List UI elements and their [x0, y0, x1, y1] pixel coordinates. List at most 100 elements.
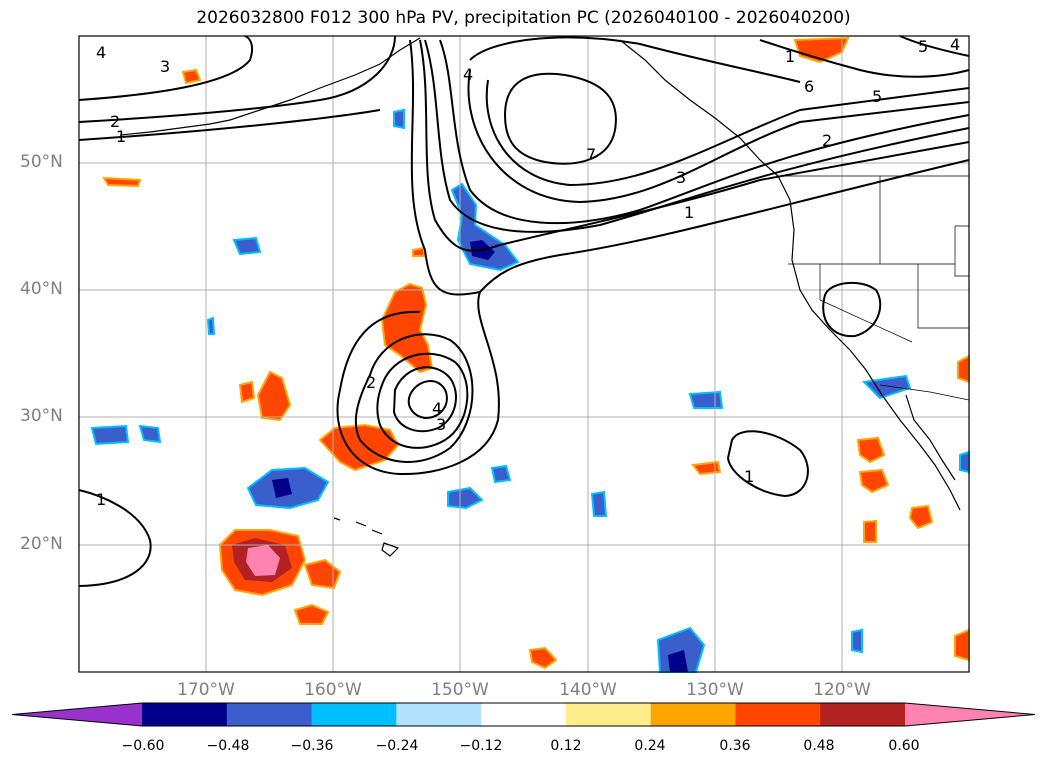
contour-label: 3 — [676, 168, 686, 187]
colorbar-segment — [820, 703, 906, 726]
colorbar-segment — [311, 703, 397, 726]
precip-blob — [412, 246, 425, 257]
lat-label-20n: 20°N — [20, 534, 63, 554]
precip-negative-areas — [90, 108, 970, 673]
contour-label: 2 — [366, 373, 376, 392]
pv-contour-7 — [503, 72, 617, 165]
contour-label: 3 — [160, 57, 170, 76]
pv-contour-sw — [78, 489, 152, 587]
west-coast — [777, 175, 961, 511]
contour-label: 4 — [432, 399, 442, 418]
precip-blob — [246, 545, 280, 576]
pv-contour-3-low — [376, 352, 469, 449]
precip-blob — [668, 650, 688, 672]
pv-contour-ca — [822, 281, 882, 338]
colorbar-tick-label: −0.12 — [459, 738, 503, 754]
colorbar-extend-low — [12, 703, 142, 726]
precip-positive-areas — [102, 36, 970, 670]
precip-blob — [138, 424, 162, 444]
colorbar-tick-label: −0.24 — [375, 738, 419, 754]
pv-contour-4 — [439, 39, 970, 225]
colorbar-tick-label: −0.36 — [290, 738, 334, 754]
baja-coast — [905, 394, 956, 481]
precip-blob — [447, 486, 484, 510]
lat-label-50n: 50°N — [20, 152, 63, 172]
colorbar-segment — [481, 703, 567, 726]
graticule — [79, 36, 969, 672]
lon-label-160w: 160°W — [304, 680, 362, 700]
lat-label-30n: 30°N — [20, 406, 63, 426]
pv-contour-nw3 — [78, 109, 381, 141]
pv-contour-ne — [759, 39, 970, 78]
state-border — [819, 264, 913, 343]
colorbar-tick-label: 0.12 — [550, 738, 582, 754]
pv-contour-2 — [419, 39, 970, 252]
precip-blob — [293, 603, 330, 625]
contour-label: 1 — [744, 467, 754, 486]
contour-label: 5 — [872, 87, 882, 106]
contour-labels: 4 3 2 1 4 7 6 5 5 2 3 1 2 4 3 1 1 1 4 — [96, 35, 960, 509]
political-borders — [778, 175, 970, 401]
pv-contours — [78, 35, 970, 587]
colorbar-segment — [735, 703, 821, 726]
precip-blob — [908, 504, 934, 530]
precip-blob — [450, 182, 520, 272]
pv-contour-ne2 — [899, 35, 970, 57]
contour-label: 4 — [950, 35, 960, 54]
colorbar-segment — [565, 703, 652, 726]
lon-label-120w: 120°W — [813, 680, 871, 700]
colorbar-segments — [11, 702, 1036, 727]
colorbar-segment — [396, 703, 482, 726]
map-plot: 4 3 2 1 4 7 6 5 5 2 3 1 2 4 3 1 1 1 4 — [78, 35, 970, 673]
contour-label: 1 — [785, 47, 795, 66]
state-border — [917, 264, 969, 329]
precip-blob — [528, 646, 558, 670]
precip-blob — [102, 176, 142, 188]
pv-contour-6b — [485, 79, 970, 187]
lon-label-140w: 140°W — [559, 680, 617, 700]
aleutian-islands — [119, 119, 231, 136]
pv-contour-nw2 — [78, 35, 396, 123]
precip-blob — [688, 390, 724, 409]
pv-contour-4-low — [392, 366, 457, 433]
contour-label: 6 — [804, 77, 814, 96]
precip-blob — [380, 282, 434, 374]
precip-blob — [393, 108, 405, 130]
precip-blob — [238, 380, 256, 404]
pv-contour-2-low — [354, 333, 474, 463]
precip-blob — [232, 236, 262, 256]
contour-label: 2 — [110, 112, 120, 131]
precip-blob — [858, 468, 890, 494]
mexico-border — [879, 384, 970, 401]
colorbar-tick-label: 0.24 — [634, 738, 666, 754]
precip-blob — [272, 478, 292, 498]
pv-contour-east — [726, 430, 809, 498]
pv-contour-5 — [467, 69, 970, 204]
colorbar-segment — [226, 703, 313, 726]
precip-blob — [691, 460, 722, 476]
colorbar-segment — [650, 703, 736, 726]
colorbar-segment — [142, 703, 228, 726]
precip-blob — [206, 316, 216, 335]
colorbar-tick-label: −0.60 — [121, 738, 165, 754]
pv-contour-1-low — [336, 291, 500, 476]
map-title: 2026032800 F012 300 hPa PV, precipitatio… — [196, 8, 851, 28]
contour-label: 4 — [463, 65, 473, 84]
contour-label: 1 — [684, 203, 694, 222]
contour-label: 7 — [586, 145, 596, 164]
contour-label: 1 — [116, 127, 126, 146]
colorbar-tick-label: 0.48 — [803, 738, 835, 754]
contour-label: 4 — [96, 43, 106, 62]
lon-label-150w: 150°W — [431, 680, 489, 700]
precip-blob — [90, 424, 130, 446]
lon-label-170w: 170°W — [177, 680, 235, 700]
colorbar-extend-high — [905, 703, 1035, 726]
colorbar-tick-label: −0.48 — [206, 738, 250, 754]
alaska-panhandle — [619, 39, 779, 177]
contour-label: 1 — [96, 490, 106, 509]
map-border — [78, 35, 970, 673]
precip-blob — [256, 370, 292, 422]
hawaii-islands — [333, 517, 400, 557]
pv-contour-6 — [469, 36, 801, 83]
